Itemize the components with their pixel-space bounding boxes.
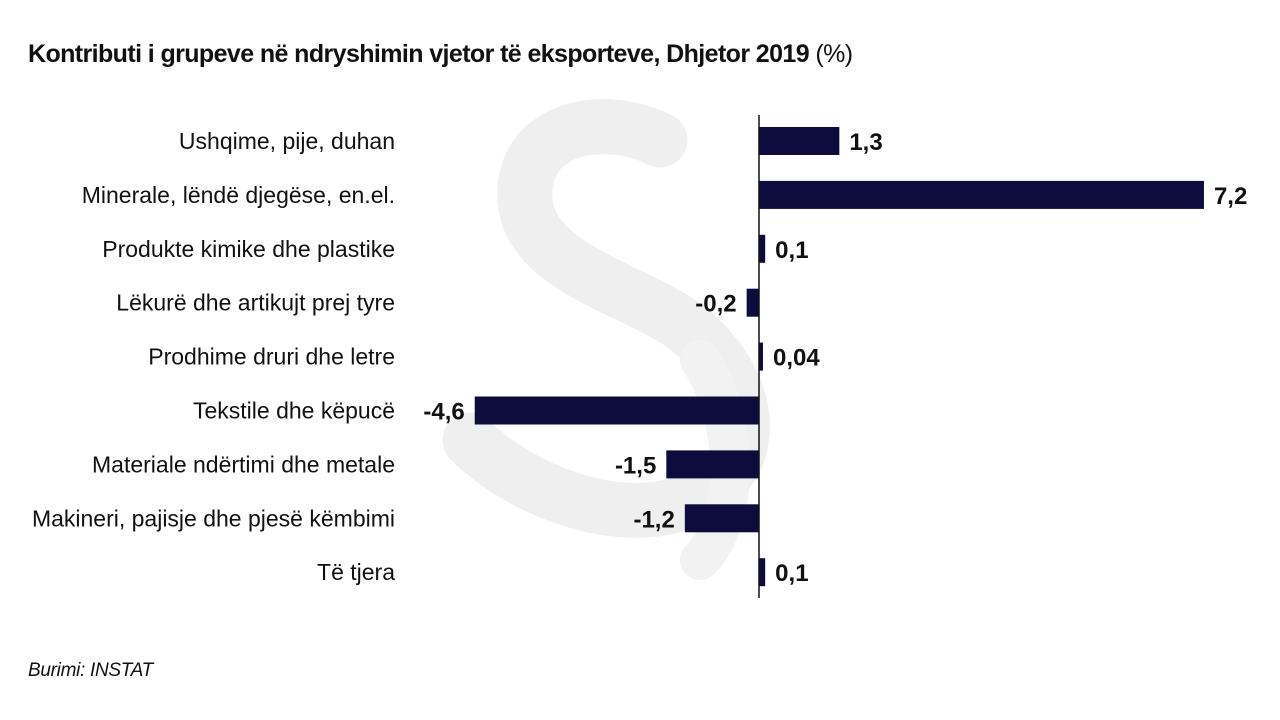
bar <box>746 288 759 317</box>
category-label: Produkte kimike dhe plastike <box>102 236 395 262</box>
bar <box>474 396 759 425</box>
category-label: Materiale ndërtimi dhe metale <box>92 451 395 477</box>
category-label: Minerale, lëndë djegëse, en.el. <box>82 182 395 208</box>
category-label: Lëkurë dhe artikujt prej tyre <box>116 290 395 316</box>
chart-title-main: Kontributi i grupeve në ndryshimin vjeto… <box>28 40 810 68</box>
category-label: Të tjera <box>317 559 395 585</box>
chart-title-unit: (%) <box>809 40 853 68</box>
value-label: -4,6 <box>423 399 464 426</box>
bar <box>666 450 759 479</box>
value-label: -0,2 <box>695 291 736 318</box>
chart-title: Kontributi i grupeve në ndryshimin vjeto… <box>28 40 853 69</box>
value-label: -1,5 <box>615 452 656 479</box>
value-label: 0,1 <box>775 560 808 587</box>
watermark-logo <box>442 99 770 580</box>
value-label: 1,3 <box>849 129 882 156</box>
value-label: -1,2 <box>633 506 674 533</box>
bar <box>759 234 766 263</box>
value-label: 0,04 <box>773 345 820 372</box>
value-label: 7,2 <box>1214 183 1247 210</box>
bar <box>759 558 766 587</box>
source-note: Burimi: INSTAT <box>28 660 153 681</box>
bar <box>759 127 840 155</box>
category-label: Makineri, pajisje dhe pjesë këmbimi <box>32 505 395 531</box>
bar <box>759 180 1204 209</box>
category-label: Prodhime druri dhe letre <box>148 344 395 370</box>
value-label: 0,1 <box>775 237 808 264</box>
category-label: Ushqime, pije, duhan <box>179 128 395 154</box>
bar <box>684 504 759 533</box>
bar <box>759 342 763 371</box>
category-label: Tekstile dhe këpucë <box>193 398 395 424</box>
